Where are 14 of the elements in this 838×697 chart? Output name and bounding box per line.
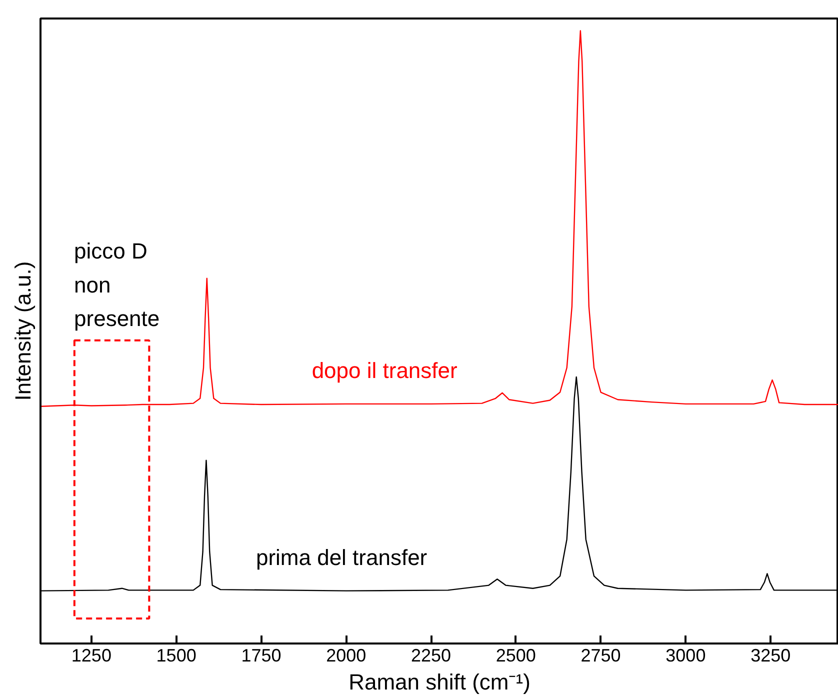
x-tick-label: 2500: [496, 646, 536, 666]
x-tick-label: 2250: [410, 646, 452, 666]
x-tick-label: 2000: [326, 646, 366, 666]
x-tick-label: 1750: [241, 646, 282, 666]
x-tick-label: 2750: [580, 646, 621, 666]
x-tick-label: 1500: [156, 646, 196, 666]
x-tick-label: 3000: [666, 646, 706, 666]
x-axis-title: Raman shift (cm⁻¹): [348, 670, 530, 694]
series-label: dopo il transfer: [312, 358, 458, 384]
series-label: prima del transfer: [256, 544, 428, 570]
annotation: picco D non presente: [74, 238, 160, 331]
x-tick-label: 1250: [71, 646, 112, 666]
y-axis-title: Intensity (a.u.): [10, 261, 36, 401]
x-tick-label: 3250: [750, 646, 791, 666]
